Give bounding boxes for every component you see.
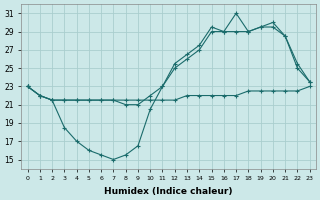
X-axis label: Humidex (Indice chaleur): Humidex (Indice chaleur) xyxy=(104,187,233,196)
